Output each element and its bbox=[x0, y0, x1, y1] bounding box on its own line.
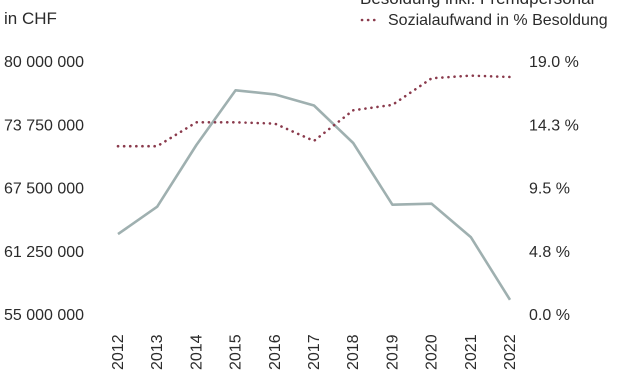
left-axis-tick-label: 80 000 000 bbox=[4, 54, 84, 71]
left-axis-unit-label: in CHF bbox=[4, 9, 57, 28]
x-axis-tick-label: 2018 bbox=[345, 334, 362, 370]
left-axis-tick-label: 73 750 000 bbox=[4, 117, 84, 134]
left-axis-ticks: 80 000 000 73 750 000 67 500 000 61 250 000… bbox=[4, 54, 84, 324]
besoldung-series-line bbox=[118, 90, 510, 299]
x-axis-tick-label: 2019 bbox=[384, 334, 401, 370]
chart-title: Besoldung inkl. Fremdpersonal bbox=[360, 0, 594, 8]
left-axis-tick-label: 55 000 000 bbox=[4, 307, 84, 324]
right-axis-ticks: 19.0 % 14.3 % 9.5 % 4.8 % 0.0 % bbox=[529, 54, 579, 324]
legend-label-sozialaufwand: Sozialaufwand in % Besoldung bbox=[388, 12, 608, 29]
left-axis-tick-label: 67 500 000 bbox=[4, 181, 84, 198]
right-axis-tick-label: 14.3 % bbox=[529, 117, 579, 134]
x-axis-tick-label: 2013 bbox=[149, 334, 166, 370]
x-axis-tick-label: 2015 bbox=[228, 334, 245, 370]
x-axis-tick-label: 2012 bbox=[110, 334, 127, 370]
legend: Sozialaufwand in % Besoldung bbox=[362, 12, 608, 29]
right-axis-tick-label: 9.5 % bbox=[529, 181, 570, 198]
x-axis-tick-label: 2017 bbox=[306, 334, 323, 370]
left-axis-tick-label: 61 250 000 bbox=[4, 244, 84, 261]
x-axis-ticks: 2012 2013 2014 2015 2016 2017 2018 2019 2020 2021… bbox=[110, 334, 519, 370]
right-axis-tick-label: 4.8 % bbox=[529, 244, 570, 261]
x-axis-tick-label: 2021 bbox=[463, 334, 480, 370]
x-axis-tick-label: 2014 bbox=[188, 334, 205, 370]
sozialaufwand-series-line bbox=[118, 76, 510, 147]
x-axis-tick-label: 2020 bbox=[424, 334, 441, 370]
x-axis-tick-label: 2022 bbox=[502, 334, 519, 370]
right-axis-tick-label: 19.0 % bbox=[529, 54, 579, 71]
x-axis-tick-label: 2016 bbox=[267, 334, 284, 370]
series-layer bbox=[118, 76, 510, 300]
right-axis-tick-label: 0.0 % bbox=[529, 307, 570, 324]
